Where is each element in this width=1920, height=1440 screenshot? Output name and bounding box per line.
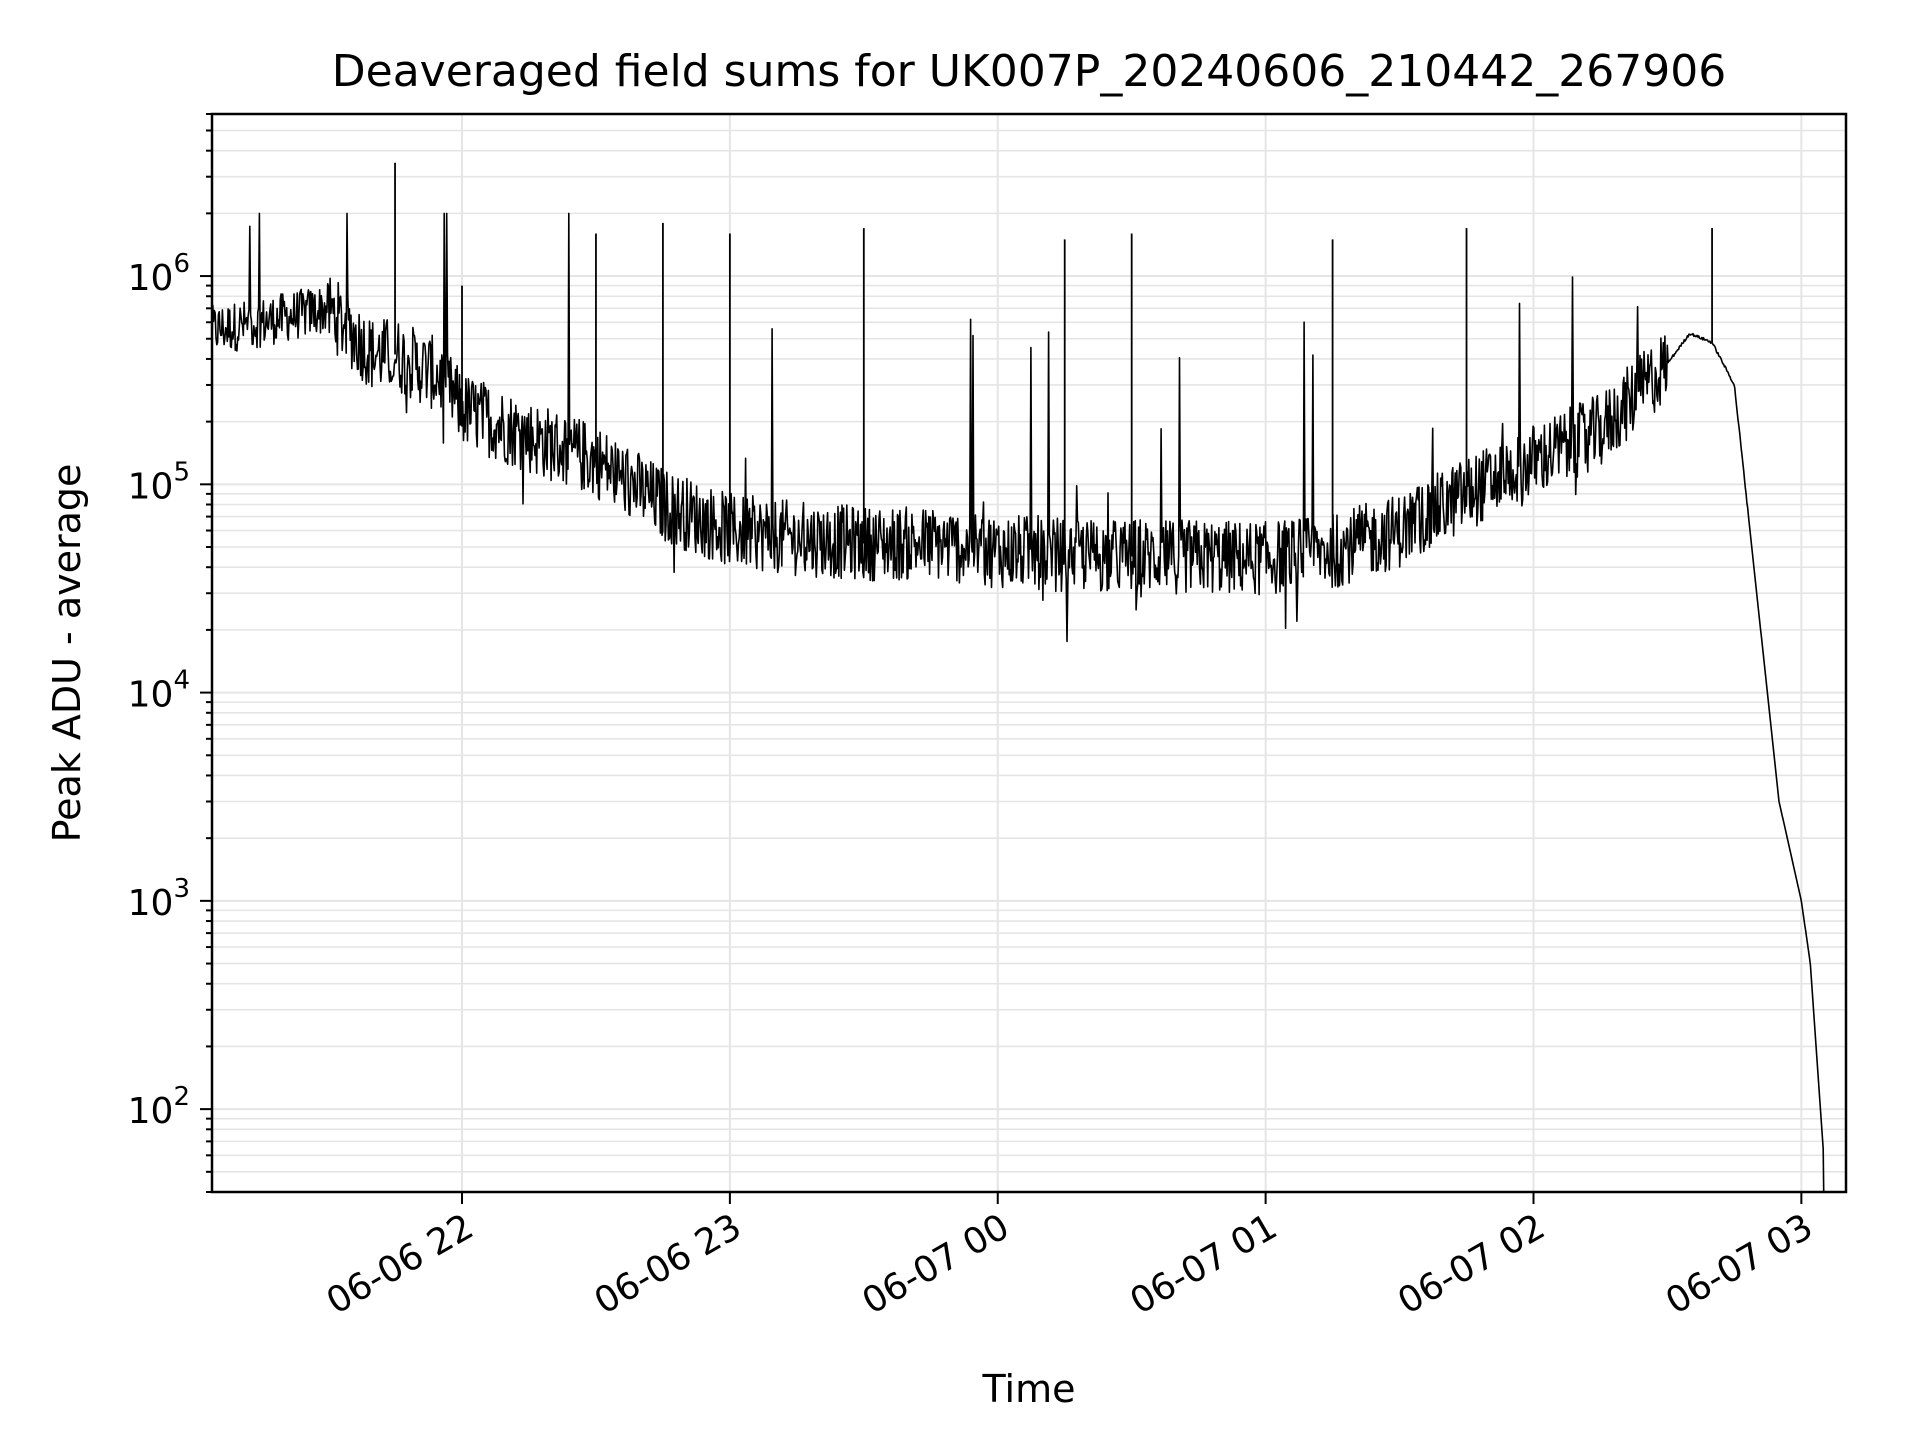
series-line bbox=[211, 212, 1825, 1193]
y-tick-label: 106 bbox=[128, 249, 190, 299]
spikes bbox=[394, 162, 1713, 557]
grid bbox=[212, 113, 1846, 1193]
chart-title: Deaveraged field sums for UK007P_2024060… bbox=[332, 46, 1726, 97]
y-axis-label: Peak ADU - average bbox=[45, 464, 89, 843]
y-tick-label: 104 bbox=[128, 666, 190, 716]
plot-frame bbox=[210, 112, 1848, 1194]
y-tick-label: 103 bbox=[128, 874, 190, 924]
y-tick-label: 102 bbox=[128, 1082, 190, 1132]
x-axis-label: Time bbox=[982, 1367, 1076, 1411]
y-tick-label: 105 bbox=[128, 457, 190, 507]
ticks bbox=[200, 113, 1803, 1204]
y-tick-labels: 102 103 104 105 106 bbox=[128, 249, 190, 1132]
